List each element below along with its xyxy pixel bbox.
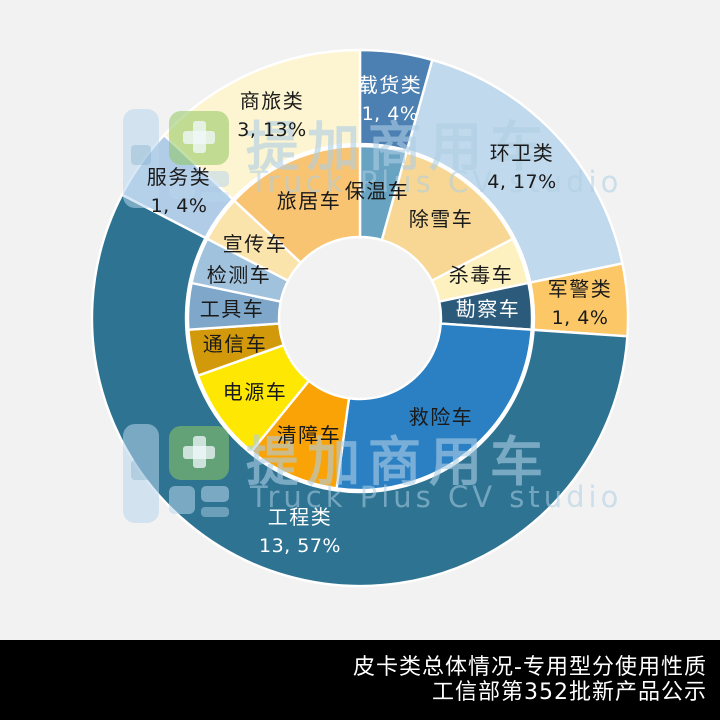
footer-title-bar: 皮卡类总体情况-专用型分使用性质 工信部第352批新产品公示 <box>0 640 720 720</box>
donut-chart <box>90 48 630 588</box>
inner-segment-4 <box>335 322 533 492</box>
footer-line1: 皮卡类总体情况-专用型分使用性质 <box>353 655 707 680</box>
inner-segment-11 <box>233 144 362 264</box>
footer-line2: 工信部第352批新产品公示 <box>432 680 707 705</box>
